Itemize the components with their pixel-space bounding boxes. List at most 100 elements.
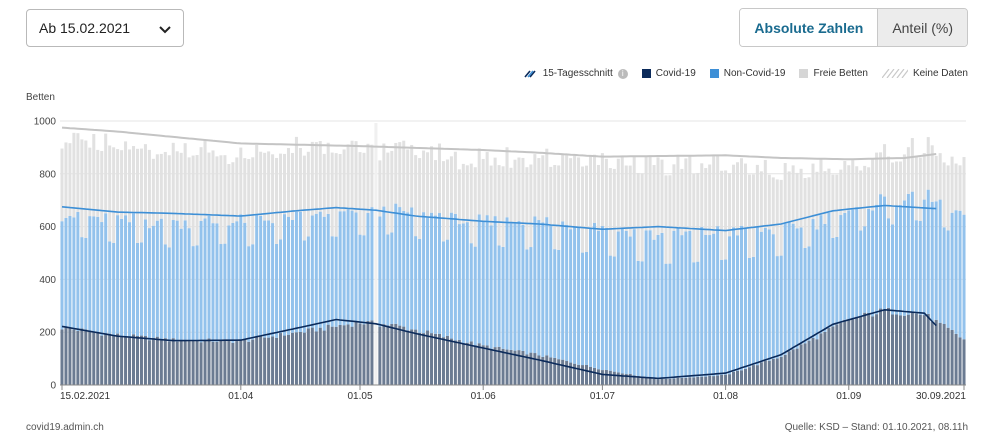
free-beds-bar <box>275 157 279 244</box>
covid-bar <box>434 333 438 385</box>
free-beds-bar <box>612 168 616 257</box>
covid-bar <box>68 328 72 385</box>
covid-bar <box>116 333 120 385</box>
covid-bar <box>418 332 422 385</box>
free-beds-bar <box>267 151 271 221</box>
x-tick-label: 01.05 <box>347 391 372 402</box>
non-covid-bar <box>910 191 914 313</box>
covid-bar <box>183 339 187 385</box>
free-beds-bar <box>636 172 640 261</box>
covid-bar <box>167 341 171 385</box>
covid-bar <box>310 327 314 385</box>
non-covid-bar <box>807 246 811 341</box>
covid-bar <box>533 353 537 385</box>
covid-bar <box>859 316 863 385</box>
non-covid-bar <box>938 199 942 323</box>
non-covid-bar <box>473 246 477 346</box>
tab-share[interactable]: Anteil (%) <box>877 9 967 46</box>
free-beds-bar <box>227 163 231 226</box>
non-covid-bar <box>541 222 545 357</box>
covid-bar <box>155 336 159 385</box>
free-beds-bar <box>581 166 585 253</box>
covid-bar <box>751 365 755 385</box>
non-covid-bar <box>72 217 76 330</box>
non-covid-bar <box>223 243 227 340</box>
covid-bar <box>497 346 501 385</box>
tab-absolute[interactable]: Absolute Zahlen <box>740 9 878 46</box>
covid-bar <box>271 336 275 385</box>
covid-bar <box>406 330 410 385</box>
free-beds-bar <box>211 150 215 224</box>
non-covid-bar <box>227 225 231 341</box>
free-beds-bar <box>143 144 147 220</box>
footer-source-link[interactable]: covid19.admin.ch <box>26 422 104 433</box>
date-range-select[interactable]: Ab 15.02.2021 <box>26 9 184 47</box>
free-beds-bar <box>700 163 704 227</box>
non-covid-bar <box>350 210 354 327</box>
non-covid-bar <box>585 251 589 365</box>
legend-item-avg[interactable]: 15-Tagesschnitt i <box>524 68 628 79</box>
covid-bar <box>108 333 112 385</box>
non-covid-bar <box>632 229 636 376</box>
covid-bar <box>827 328 831 385</box>
legend-item-covid[interactable]: Covid-19 <box>641 68 696 79</box>
non-covid-bar <box>342 211 346 326</box>
non-covid-bar <box>930 201 934 322</box>
covid-bar <box>616 372 620 385</box>
non-covid-bar <box>390 232 394 324</box>
covid-bar <box>557 359 561 385</box>
covid-bar <box>259 336 263 385</box>
free-beds-bar <box>906 147 910 194</box>
non-covid-bar <box>382 206 386 325</box>
y-tick-label: 1000 <box>34 117 57 128</box>
non-covid-bar <box>859 230 863 317</box>
free-beds-bar <box>231 162 235 224</box>
covid-bar <box>128 337 132 385</box>
covid-bar <box>187 340 191 385</box>
non-covid-bar <box>799 227 803 345</box>
free-beds-bar <box>910 138 914 192</box>
free-beds-bar <box>398 142 402 208</box>
legend-item-no-data[interactable]: Keine Daten <box>881 68 968 79</box>
free-beds-bar <box>96 149 100 217</box>
free-beds-bar <box>108 145 112 242</box>
x-tick-label: 01.04 <box>228 391 253 402</box>
covid-bar <box>445 335 449 385</box>
non-covid-bar <box>684 231 688 378</box>
covid-bar <box>787 351 791 385</box>
legend-item-free[interactable]: Freie Betten <box>799 68 868 79</box>
non-covid-bar <box>465 222 469 343</box>
covid-bar <box>839 322 843 385</box>
free-beds-bar <box>573 155 577 227</box>
covid-bar <box>807 340 811 385</box>
free-beds-bar <box>533 154 537 217</box>
non-covid-bar <box>644 230 648 378</box>
non-covid-bar <box>199 220 203 343</box>
covid-bar <box>215 341 219 385</box>
covid-bar <box>159 340 163 385</box>
non-covid-bar <box>171 220 175 339</box>
covid-bar <box>314 331 318 385</box>
free-beds-bar <box>370 144 374 208</box>
non-covid-bar <box>338 211 342 325</box>
non-covid-bar <box>855 207 859 317</box>
covid-bar <box>743 368 747 385</box>
non-covid-bar <box>557 249 561 360</box>
non-covid-bar <box>918 220 922 315</box>
free-beds-bar <box>112 147 116 243</box>
non-covid-bar <box>588 228 592 367</box>
non-covid-bar <box>962 214 966 340</box>
non-covid-bar <box>422 212 426 334</box>
info-icon[interactable]: i <box>617 68 628 79</box>
non-covid-bar <box>513 223 517 351</box>
free-beds-bar <box>680 168 684 236</box>
non-covid-bar <box>191 246 195 341</box>
non-covid-bar <box>64 217 68 327</box>
covid-bar <box>600 370 604 385</box>
covid-bar <box>430 333 434 385</box>
non-covid-bar <box>430 212 434 334</box>
covid-bar <box>755 365 759 385</box>
legend-item-non-covid[interactable]: Non-Covid-19 <box>709 68 785 79</box>
covid-bar <box>485 345 489 385</box>
covid-bar <box>143 336 147 385</box>
